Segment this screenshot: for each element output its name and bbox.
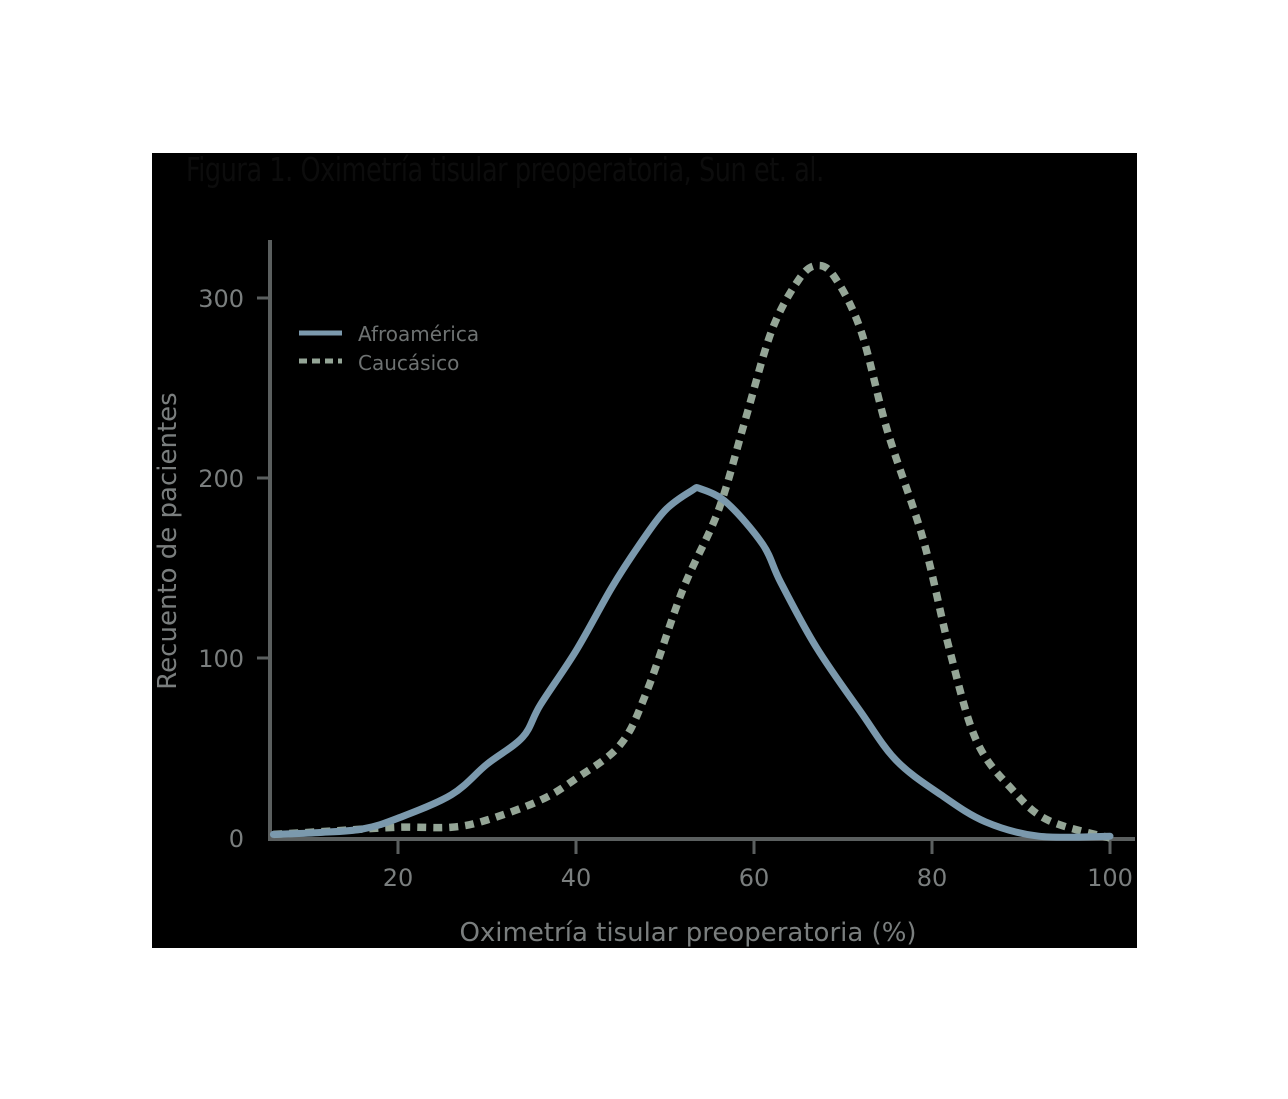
series-lines [269, 261, 1114, 842]
y-axis-title: Recuento de pacientes [153, 392, 183, 689]
series-afroamerica-line [269, 484, 1114, 841]
y-tick-label: 200 [198, 465, 244, 493]
x-tick-label: 100 [1087, 864, 1133, 892]
legend-label-cauc: Caucásico [358, 351, 459, 375]
legend-label-afro: Afroamérica [358, 322, 479, 346]
axes [257, 240, 1135, 854]
x-tick-label: 60 [739, 864, 770, 892]
y-tick-label: 0 [229, 825, 244, 853]
legend: Afroamérica Caucásico [299, 322, 479, 375]
y-tick-label: 300 [198, 285, 244, 313]
x-axis-title: Oximetría tisular preoperatoria (%) [459, 918, 916, 948]
y-tick-label: 100 [198, 645, 244, 673]
tick-labels: 20 40 60 80 100 0 100 200 300 [198, 285, 1133, 892]
series-caucasico-line [273, 261, 1112, 842]
x-tick-label: 20 [383, 864, 414, 892]
x-tick-label: 80 [917, 864, 948, 892]
chart-title: Figura 1. Oximetría tisular preoperatori… [186, 150, 824, 189]
x-tick-label: 40 [561, 864, 592, 892]
